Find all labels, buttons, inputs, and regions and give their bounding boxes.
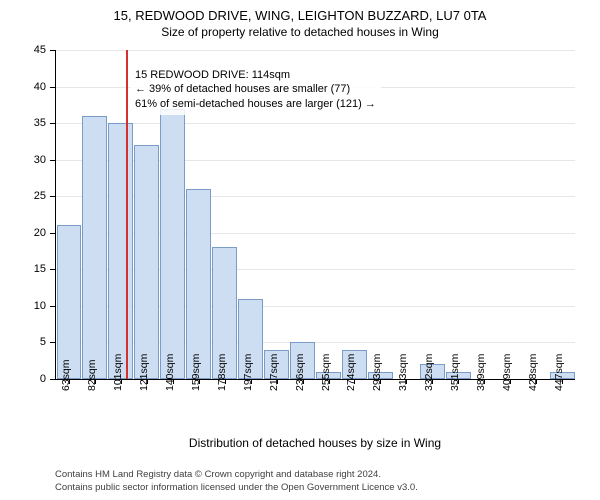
- x-tick-label: 447sqm: [553, 354, 565, 391]
- bar-rect: [186, 189, 211, 379]
- y-tick-label: 40: [34, 81, 46, 93]
- page-title: 15, REDWOOD DRIVE, WING, LEIGHTON BUZZAR…: [0, 0, 600, 23]
- x-tick-label: 121sqm: [138, 354, 150, 391]
- x-tick-label: 351sqm: [449, 354, 461, 391]
- y-tick-label: 5: [40, 336, 46, 348]
- x-axis-title: Distribution of detached houses by size …: [55, 436, 575, 450]
- x-tick-label: 274sqm: [345, 354, 357, 391]
- chart-area: Number of detached properties 63sqm82sqm…: [55, 50, 575, 380]
- bar: 428sqm: [523, 50, 549, 379]
- x-tick-label: 293sqm: [371, 354, 383, 391]
- plot-region: 63sqm82sqm101sqm121sqm140sqm159sqm178sqm…: [55, 50, 575, 380]
- bar-rect: [82, 116, 107, 379]
- y-tick-label: 45: [34, 44, 46, 56]
- x-tick-label: 82sqm: [86, 359, 98, 391]
- y-tick-label: 35: [34, 117, 46, 129]
- bar: 332sqm: [419, 50, 445, 379]
- y-tick-label: 25: [34, 190, 46, 202]
- bar: 389sqm: [471, 50, 497, 379]
- y-tick-label: 30: [34, 154, 46, 166]
- x-tick-label: 217sqm: [268, 354, 280, 391]
- x-tick-label: 159sqm: [190, 354, 202, 391]
- bar: 63sqm: [56, 50, 82, 379]
- bar-rect: [57, 225, 82, 379]
- bar: 82sqm: [82, 50, 108, 379]
- x-tick-label: 140sqm: [164, 354, 176, 391]
- reference-line: [126, 50, 128, 379]
- x-tick-label: 332sqm: [423, 354, 435, 391]
- x-tick-label: 389sqm: [475, 354, 487, 391]
- y-tick-label: 0: [40, 373, 46, 385]
- x-tick-label: 255sqm: [320, 354, 332, 391]
- x-tick-label: 428sqm: [527, 354, 539, 391]
- x-tick-label: 236sqm: [294, 354, 306, 391]
- credits-line2: Contains public sector information licen…: [55, 482, 418, 494]
- y-tick-label: 20: [34, 227, 46, 239]
- chart-subtitle: Size of property relative to detached ho…: [0, 23, 600, 39]
- x-tick-label: 197sqm: [242, 354, 254, 391]
- bar: 447sqm: [549, 50, 575, 379]
- bar-rect: [160, 109, 185, 380]
- annotation-line: ← 39% of detached houses are smaller (77…: [135, 82, 376, 97]
- bar-rect: [134, 145, 159, 379]
- chart-container: 15, REDWOOD DRIVE, WING, LEIGHTON BUZZAR…: [0, 0, 600, 500]
- bar: 351sqm: [445, 50, 471, 379]
- annotation-box: 15 REDWOOD DRIVE: 114sqm← 39% of detache…: [130, 65, 381, 116]
- bar: 409sqm: [497, 50, 523, 379]
- x-tick-label: 63sqm: [60, 359, 72, 391]
- y-tick: [50, 379, 56, 380]
- credits-line1: Contains HM Land Registry data © Crown c…: [55, 469, 418, 481]
- annotation-line: 61% of semi-detached houses are larger (…: [135, 97, 376, 112]
- x-tick-label: 409sqm: [501, 354, 513, 391]
- bar: 313sqm: [393, 50, 419, 379]
- x-tick-label: 313sqm: [397, 354, 409, 391]
- x-tick-label: 101sqm: [112, 354, 124, 391]
- y-tick-label: 15: [34, 263, 46, 275]
- annotation-line: 15 REDWOOD DRIVE: 114sqm: [135, 68, 376, 83]
- bar-rect: [108, 123, 133, 379]
- credits: Contains HM Land Registry data © Crown c…: [55, 469, 418, 494]
- y-tick-label: 10: [34, 300, 46, 312]
- x-tick-label: 178sqm: [216, 354, 228, 391]
